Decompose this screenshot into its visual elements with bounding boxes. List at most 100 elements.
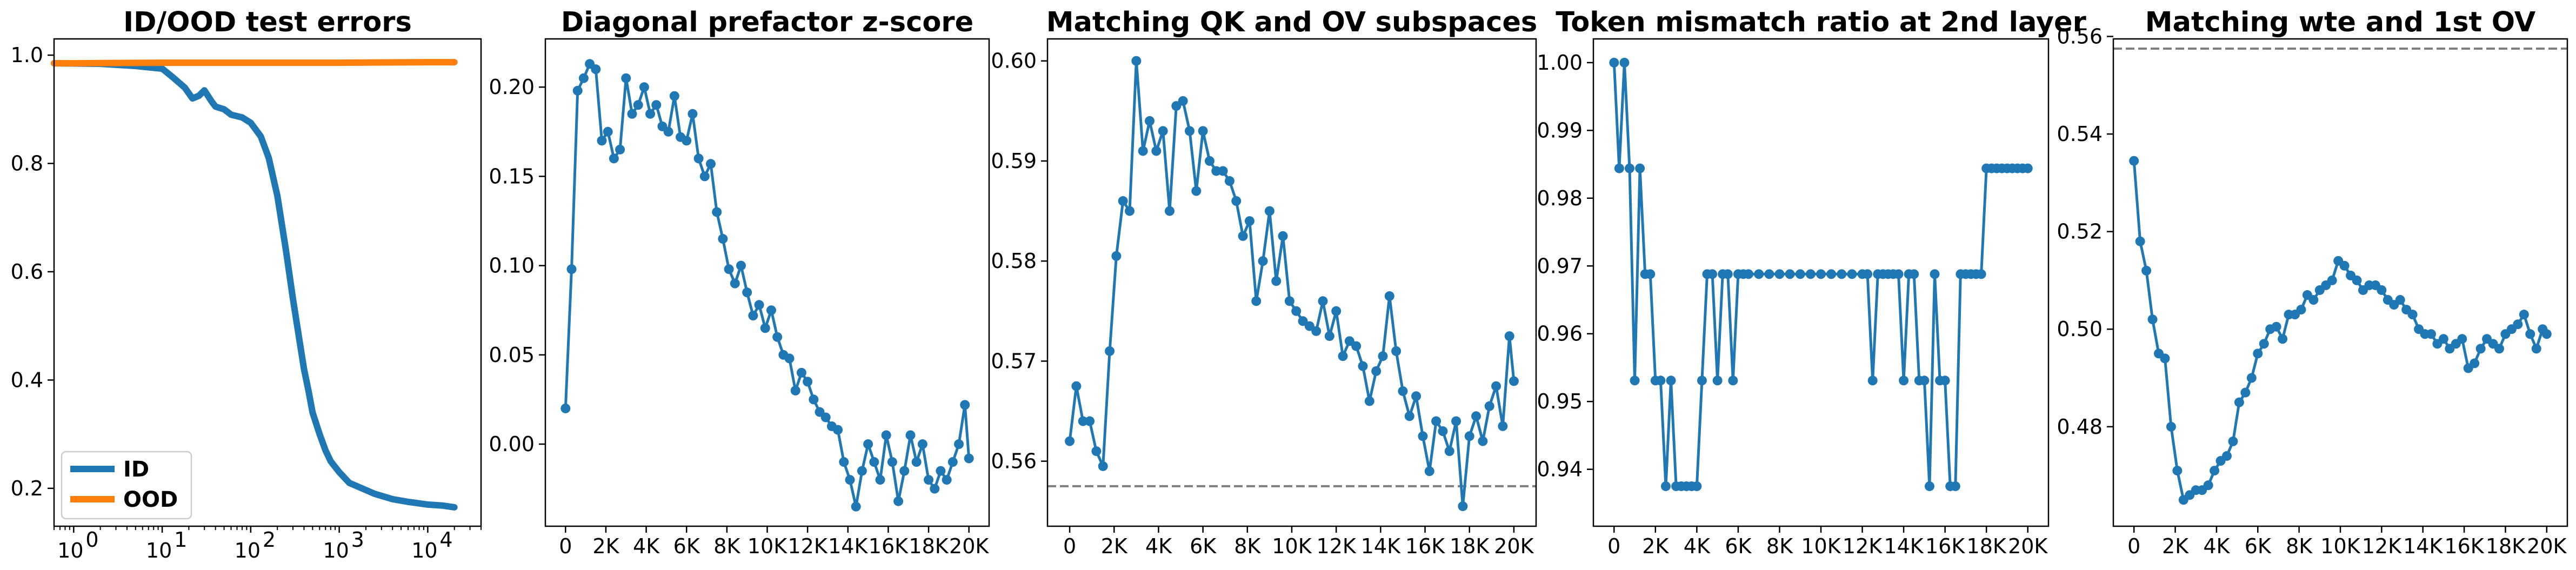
data-point: [930, 484, 940, 494]
data-point: [784, 353, 795, 364]
x-tick-exponent: 1: [174, 528, 187, 552]
data-point: [796, 367, 806, 378]
chart-title: Diagonal prefactor z-score: [561, 6, 973, 38]
data-point: [2147, 314, 2158, 325]
y-tick-label: 0.48: [2057, 415, 2103, 439]
x-tick-label: 8K: [1766, 534, 1793, 558]
data-point: [766, 305, 776, 316]
data-point: [1826, 269, 1837, 279]
data-point: [1211, 166, 1222, 176]
data-point: [560, 403, 571, 413]
data-point: [578, 73, 589, 83]
data-point: [1909, 269, 1919, 279]
y-tick-label: 0.4: [11, 368, 43, 392]
data-point: [760, 323, 770, 333]
data-point: [718, 234, 728, 244]
data-point: [899, 466, 910, 476]
data-point: [1204, 156, 1214, 166]
data-point: [603, 126, 613, 137]
x-tick-label: 2K: [592, 534, 619, 558]
data-point: [1331, 306, 1342, 316]
data-point: [621, 73, 631, 83]
data-point: [2172, 466, 2183, 476]
y-tick-label: 0.6: [11, 260, 43, 284]
data-point: [1324, 331, 1334, 341]
data-point: [1930, 269, 1940, 279]
data-point: [1816, 269, 1826, 279]
x-tick-label: 18K: [2486, 534, 2526, 558]
x-tick-label: 12K: [1317, 534, 1357, 558]
y-tick-label: 0.95: [1537, 390, 1583, 413]
data-point: [809, 394, 819, 405]
data-point: [1728, 375, 1738, 386]
x-tick-label: 16K: [1925, 534, 1965, 558]
x-tick-label: 20K: [2527, 534, 2567, 558]
data-point: [2519, 310, 2529, 320]
data-point: [1165, 206, 1174, 216]
data-point: [1976, 269, 1986, 279]
x-tick-label: 20K: [1494, 534, 1534, 558]
data-point: [1418, 431, 1428, 441]
data-point: [1131, 56, 1142, 66]
data-point: [754, 300, 764, 310]
x-tick-label: 4K: [2203, 534, 2230, 558]
axes-frame: [1046, 38, 1537, 527]
data-point: [1712, 375, 1723, 386]
data-point: [699, 171, 710, 182]
y-tick-label: 0.99: [1537, 118, 1583, 142]
x-tick-label: 4K: [633, 534, 660, 558]
y-tick-label: 0.52: [2057, 220, 2103, 244]
data-point: [682, 136, 692, 146]
data-point: [2525, 329, 2535, 339]
data-point: [730, 278, 740, 289]
data-point: [2475, 344, 2486, 354]
data-point: [1105, 346, 1115, 356]
data-point: [2203, 480, 2213, 491]
data-point: [2531, 344, 2541, 354]
data-point: [1078, 416, 1088, 426]
series-line-1: [51, 60, 458, 511]
y-tick-label: 0.57: [991, 349, 1037, 373]
data-point: [1478, 436, 1488, 446]
data-point: [1464, 431, 1474, 441]
data-point: [1391, 346, 1402, 356]
data-point: [2541, 329, 2552, 339]
data-point: [1458, 501, 1468, 511]
data-point: [1444, 446, 1454, 457]
data-point: [1224, 176, 1234, 186]
data-point: [1950, 481, 1960, 491]
data-point: [1371, 366, 1382, 376]
legend-label: ID: [123, 457, 149, 482]
data-point: [1940, 375, 1950, 386]
data-point: [1384, 291, 1394, 301]
data-point: [1471, 411, 1481, 421]
data-point: [1624, 163, 1634, 173]
data-point: [591, 64, 601, 75]
series-line-1: [1068, 59, 1516, 508]
x-tick-label: 12K: [788, 534, 827, 558]
data-point: [2271, 321, 2281, 332]
x-tick-label: 14K: [1361, 534, 1401, 558]
series-line-1: [564, 62, 971, 508]
x-tick-exponent: 2: [263, 528, 276, 552]
data-point: [1065, 436, 1075, 446]
y-tick-label: 0.56: [991, 450, 1037, 473]
x-tick-label: 14K: [2403, 534, 2443, 558]
data-point: [1125, 206, 1135, 216]
data-point: [947, 457, 958, 467]
data-point: [869, 457, 879, 467]
chart-panel-3: Matching QK and OV subspaces 0.56 0.57 0.58…: [991, 6, 1537, 558]
x-tick-label: 6K: [1190, 534, 1217, 558]
data-point: [1451, 416, 1461, 426]
x-tick-label: 14K: [828, 534, 868, 558]
data-point: [911, 457, 922, 467]
data-point: [1491, 381, 1501, 391]
data-point: [645, 109, 656, 119]
data-point: [917, 439, 927, 450]
data-point: [2259, 339, 2269, 349]
data-point: [1378, 351, 1388, 361]
data-point: [2240, 387, 2251, 398]
data-point: [1692, 481, 1702, 491]
data-point: [1666, 375, 1676, 386]
data-point: [936, 466, 946, 476]
